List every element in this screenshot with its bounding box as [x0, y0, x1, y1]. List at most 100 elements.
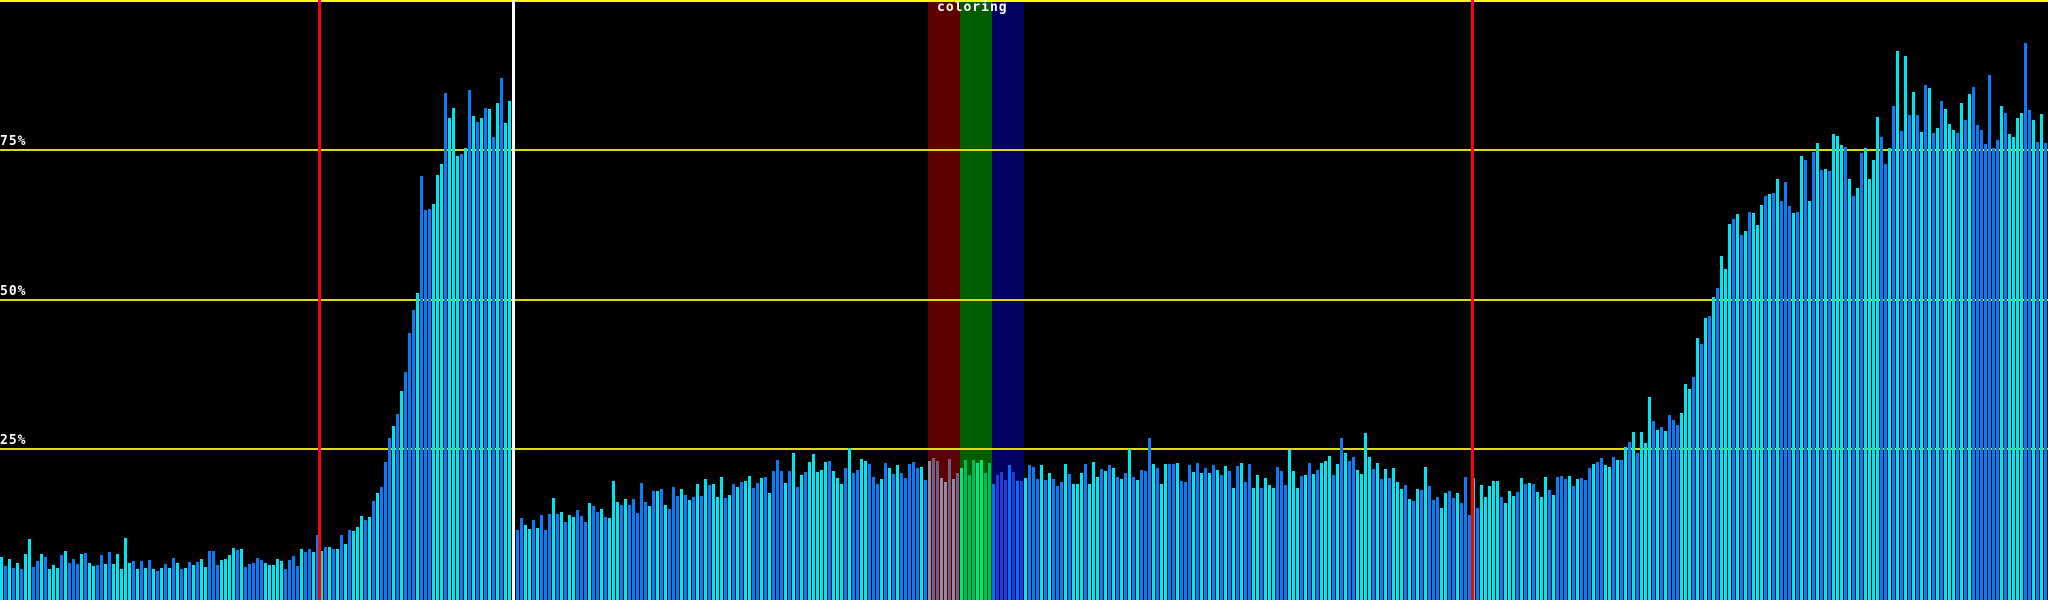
- histogram-bar: [1052, 479, 1055, 600]
- histogram-bar: [980, 460, 983, 600]
- histogram-bar: [796, 487, 799, 600]
- histogram-bar: [236, 550, 239, 600]
- histogram-bar: [944, 482, 947, 600]
- histogram-bar: [1312, 474, 1315, 600]
- histogram-bar: [1796, 212, 1799, 600]
- gridline-25: [0, 448, 2048, 450]
- histogram-bar: [808, 462, 811, 600]
- histogram-bar: [820, 470, 823, 600]
- histogram-bar: [740, 482, 743, 600]
- histogram-bar: [720, 477, 723, 600]
- histogram-bar: [492, 137, 495, 600]
- histogram-bar: [1452, 498, 1455, 600]
- white-marker: [512, 0, 515, 600]
- histogram-bar: [1420, 490, 1423, 600]
- histogram-bar: [1828, 171, 1831, 600]
- red-marker-left: [318, 0, 321, 600]
- histogram-bar: [344, 544, 347, 600]
- histogram-bar: [844, 468, 847, 600]
- histogram-bar: [652, 491, 655, 600]
- histogram-bar: [920, 467, 923, 600]
- histogram-bar: [876, 484, 879, 600]
- histogram-bar: [16, 563, 19, 600]
- histogram-bar: [924, 480, 927, 600]
- histogram-bar: [372, 501, 375, 600]
- histogram-bar: [1164, 464, 1167, 600]
- histogram-bar: [276, 559, 279, 600]
- histogram-bar: [1652, 421, 1655, 600]
- histogram-bar: [552, 498, 555, 600]
- histogram-bar: [816, 472, 819, 600]
- histogram-bar: [784, 483, 787, 600]
- histogram-bar: [1432, 500, 1435, 600]
- histogram-bar: [0, 557, 3, 600]
- histogram-bar: [1804, 160, 1807, 600]
- histogram-bar: [856, 470, 859, 600]
- histogram-bar: [2016, 118, 2019, 600]
- histogram-bar: [212, 551, 215, 600]
- histogram-bar: [1220, 475, 1223, 600]
- histogram-bar: [1400, 489, 1403, 600]
- histogram-bar: [780, 471, 783, 600]
- histogram-bar: [1040, 465, 1043, 600]
- histogram-bar: [280, 561, 283, 600]
- histogram-bar: [100, 555, 103, 600]
- histogram-bar: [1644, 443, 1647, 600]
- histogram-bar: [1708, 316, 1711, 600]
- histogram-bar: [84, 553, 87, 600]
- histogram-bar: [1920, 132, 1923, 600]
- histogram-bar: [952, 479, 955, 600]
- histogram-bar: [124, 538, 127, 600]
- histogram-bar: [308, 549, 311, 600]
- histogram-bar: [228, 555, 231, 600]
- histogram-bar: [1836, 136, 1839, 600]
- histogram-bar: [1368, 457, 1371, 600]
- histogram-bar: [1808, 201, 1811, 600]
- histogram-bar: [36, 561, 39, 600]
- histogram-bar: [744, 481, 747, 600]
- histogram-bar: [1728, 224, 1731, 600]
- histogram-bar: [1568, 476, 1571, 600]
- histogram-bar: [48, 569, 51, 600]
- histogram-bar: [1100, 469, 1103, 600]
- histogram-bar: [1152, 464, 1155, 600]
- histogram-bar: [1088, 484, 1091, 600]
- histogram-bar: [1636, 453, 1639, 600]
- histogram-bar: [472, 116, 475, 600]
- histogram-bar: [1852, 196, 1855, 600]
- gridline-50: [0, 299, 2048, 301]
- histogram-bar: [908, 464, 911, 600]
- histogram-bar: [1176, 463, 1179, 600]
- histogram-bar: [384, 462, 387, 600]
- histogram-bar: [1512, 496, 1515, 600]
- histogram-bar: [1856, 188, 1859, 600]
- histogram-bar: [1832, 134, 1835, 600]
- histogram-bar: [1576, 479, 1579, 600]
- histogram-bar: [684, 495, 687, 600]
- histogram-bar: [640, 483, 643, 600]
- histogram-bar: [1392, 468, 1395, 600]
- histogram-bar: [736, 487, 739, 600]
- histogram-bar: [1340, 438, 1343, 600]
- histogram-bar: [2000, 106, 2003, 600]
- histogram-bar: [292, 556, 295, 600]
- histogram-bar: [1676, 425, 1679, 600]
- histogram-bar: [1952, 130, 1955, 600]
- histogram-bar: [1480, 485, 1483, 600]
- histogram-bar: [1012, 472, 1015, 600]
- histogram-bar: [624, 499, 627, 600]
- histogram-bar: [1180, 481, 1183, 600]
- histogram-bar: [248, 564, 251, 600]
- histogram-bar: [1592, 464, 1595, 600]
- histogram-bar: [8, 559, 11, 600]
- histogram-bar: [1716, 288, 1719, 600]
- histogram-bar: [188, 562, 191, 600]
- histogram-bar: [1020, 481, 1023, 600]
- histogram-bar: [1156, 468, 1159, 600]
- histogram-bar: [892, 474, 895, 600]
- histogram-bar: [432, 204, 435, 600]
- histogram-bar: [440, 164, 443, 600]
- histogram-bar: [1412, 501, 1415, 600]
- histogram-bar: [1800, 156, 1803, 600]
- histogram-bar: [196, 562, 199, 600]
